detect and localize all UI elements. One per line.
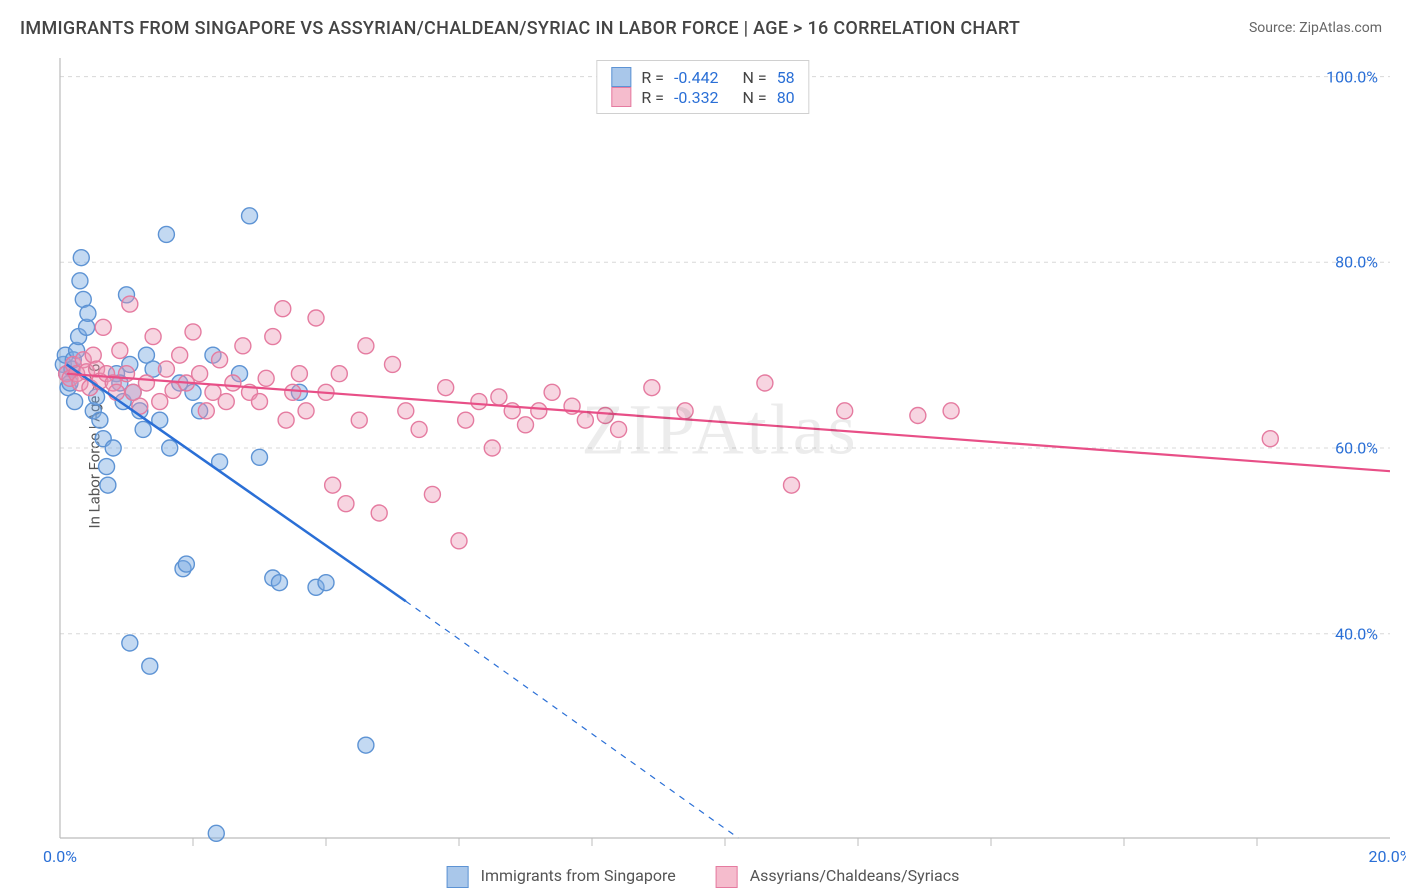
n-value: 58 [777,68,795,87]
series-Assyrians/Chaldeans/Syriacs [59,296,1279,549]
r-label: R = [641,68,664,87]
chart-title: IMMIGRANTS FROM SINGAPORE VS ASSYRIAN/CH… [20,18,1020,39]
legend-swatch-blue [447,866,469,888]
y-tick-label: 100.0% [1326,67,1378,86]
legend-label: Immigrants from Singapore [481,866,676,885]
chart-area: ZIPAtlas 40.0%60.0%80.0%100.0% 0.0%20.0% [50,58,1390,866]
series-Immigrants from Singapore [55,208,374,842]
n-label: N = [743,88,767,107]
legend-row: R = -0.332 N = 80 [611,87,794,107]
correlation-legend: R = -0.442 N = 58 R = -0.332 N = 80 [596,60,809,114]
series-legend: Immigrants from Singapore Assyrians/Chal… [447,866,960,888]
scatter-chart [50,58,1390,866]
y-tick-label: 80.0% [1335,253,1378,272]
n-value: 80 [777,88,795,107]
legend-swatch-pink [716,866,738,888]
legend-label: Assyrians/Chaldeans/Syriacs [750,866,960,885]
y-tick-label: 40.0% [1335,624,1378,643]
legend-swatch-blue [611,67,631,87]
y-tick-label: 60.0% [1335,439,1378,458]
legend-row: R = -0.442 N = 58 [611,67,794,87]
r-value: -0.332 [674,88,719,107]
legend-item: Immigrants from Singapore [447,866,676,888]
x-tick-label: 0.0% [43,847,77,866]
legend-item: Assyrians/Chaldeans/Syriacs [716,866,960,888]
r-value: -0.442 [674,68,719,87]
x-tick-label: 20.0% [1369,847,1406,866]
legend-swatch-pink [611,87,631,107]
n-label: N = [743,68,767,87]
r-label: R = [641,88,664,107]
source-label: Source: ZipAtlas.com [1249,20,1382,36]
